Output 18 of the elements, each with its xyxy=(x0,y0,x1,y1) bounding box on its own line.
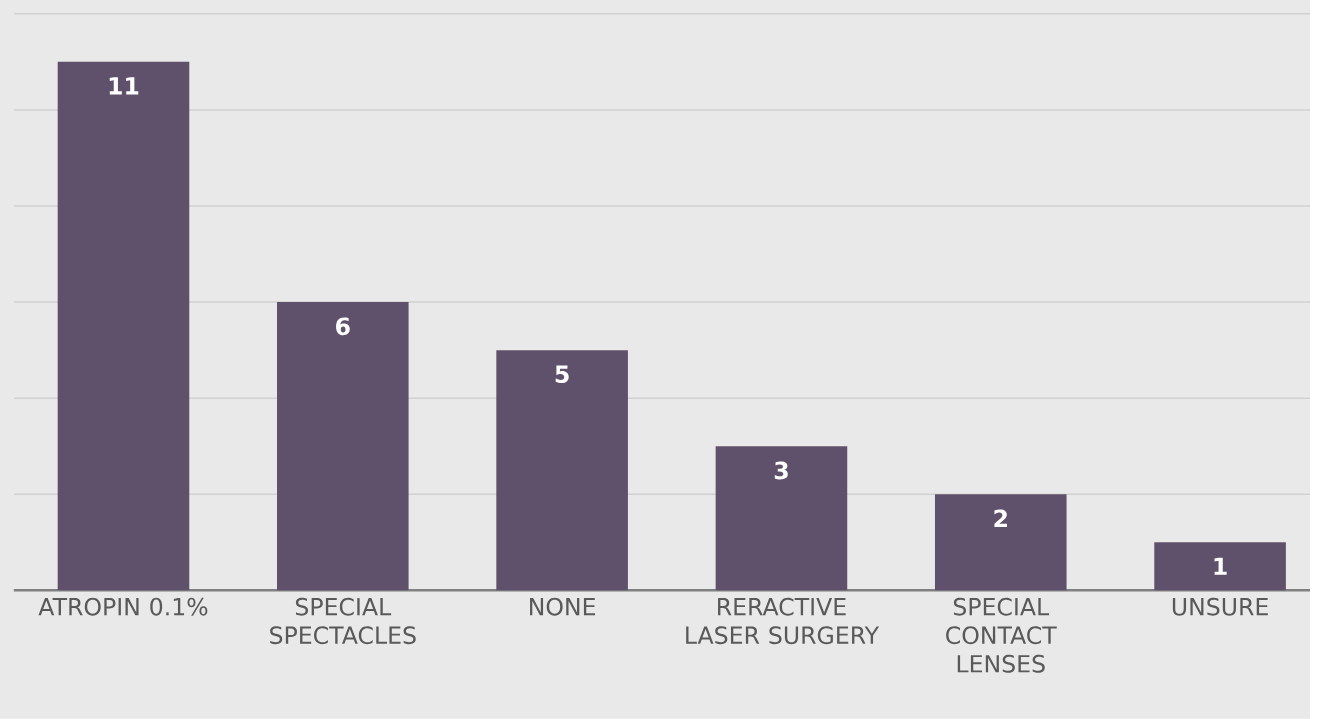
x-tick-label: ATROPIN 0.1% xyxy=(38,597,208,616)
x-tick-label: NONE xyxy=(530,597,596,616)
data-label: 11 xyxy=(109,77,139,95)
x-tick-label: SPECIAL SPECTACLES xyxy=(270,597,416,645)
x-tick-label: RERACTIVE LASER SURGERY xyxy=(686,597,880,645)
x-tick-label: UNSURE xyxy=(1172,597,1268,616)
bar xyxy=(934,494,1067,591)
bar xyxy=(715,446,848,591)
bar xyxy=(496,350,628,591)
data-label: 6 xyxy=(336,317,350,336)
bar xyxy=(57,62,190,591)
x-tick-label: SPECIAL CONTACT LENSES xyxy=(946,597,1057,673)
data-label: 1 xyxy=(1214,557,1227,575)
data-label: 5 xyxy=(555,365,569,384)
data-label: 3 xyxy=(774,461,788,480)
bar xyxy=(1154,542,1286,591)
data-label: 2 xyxy=(994,509,1007,528)
bar xyxy=(277,302,409,591)
